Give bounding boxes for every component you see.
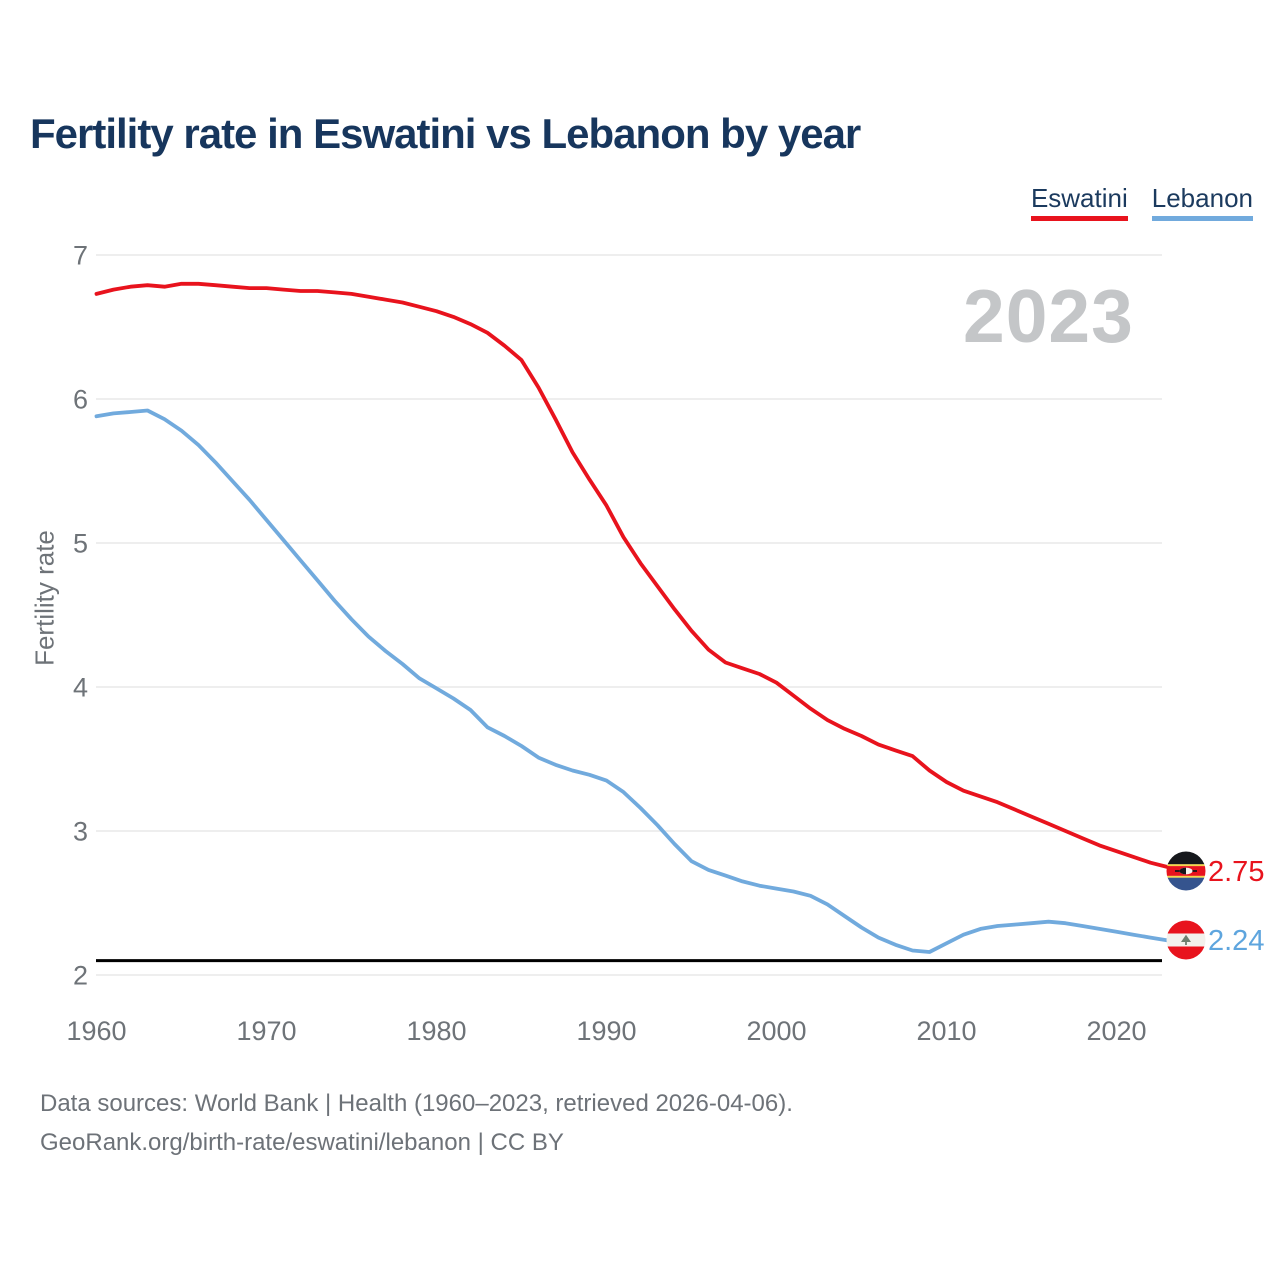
- lebanon-series-line[interactable]: [94, 408, 1170, 954]
- svg-text:2020: 2020: [1086, 1016, 1146, 1046]
- y-tick-labels: 2 3 4 5 6 7: [73, 241, 88, 991]
- x-tick-labels: 1960 1970 1980 1990 2000 2010 2020: [66, 1016, 1146, 1046]
- svg-text:2: 2: [73, 961, 88, 991]
- svg-text:4: 4: [73, 673, 88, 703]
- year-watermark: 2023: [963, 274, 1134, 358]
- svg-text:1980: 1980: [406, 1016, 466, 1046]
- source-line-2[interactable]: GeoRank.org/birth-rate/eswatini/lebanon …: [40, 1129, 564, 1156]
- page-title: Fertility rate in Eswatini vs Lebanon by…: [30, 110, 861, 157]
- lebanon-flag-icon: [1166, 920, 1206, 960]
- legend: Eswatini Lebanon: [1030, 184, 1253, 221]
- svg-text:1970: 1970: [236, 1016, 296, 1046]
- svg-text:6: 6: [73, 385, 88, 415]
- source-attribution: Data sources: World Bank | Health (1960–…: [40, 1084, 793, 1162]
- svg-text:1990: 1990: [576, 1016, 636, 1046]
- eswatini-flag-icon: [1166, 851, 1206, 891]
- source-line-1: Data sources: World Bank | Health (1960–…: [40, 1090, 793, 1117]
- svg-text:1960: 1960: [66, 1016, 126, 1046]
- svg-text:2010: 2010: [916, 1016, 976, 1046]
- lebanon-end-value: 2.24: [1208, 925, 1265, 957]
- svg-text:3: 3: [73, 817, 88, 847]
- svg-text:7: 7: [73, 241, 88, 271]
- gridlines: [96, 254, 1162, 976]
- eswatini-end-value: 2.75: [1208, 856, 1265, 888]
- legend-item-lebanon[interactable]: Lebanon: [1151, 184, 1253, 221]
- legend-item-eswatini[interactable]: Eswatini: [1030, 184, 1128, 221]
- eswatini-series-line[interactable]: [94, 281, 1170, 869]
- svg-text:5: 5: [73, 529, 88, 559]
- svg-text:2000: 2000: [746, 1016, 806, 1046]
